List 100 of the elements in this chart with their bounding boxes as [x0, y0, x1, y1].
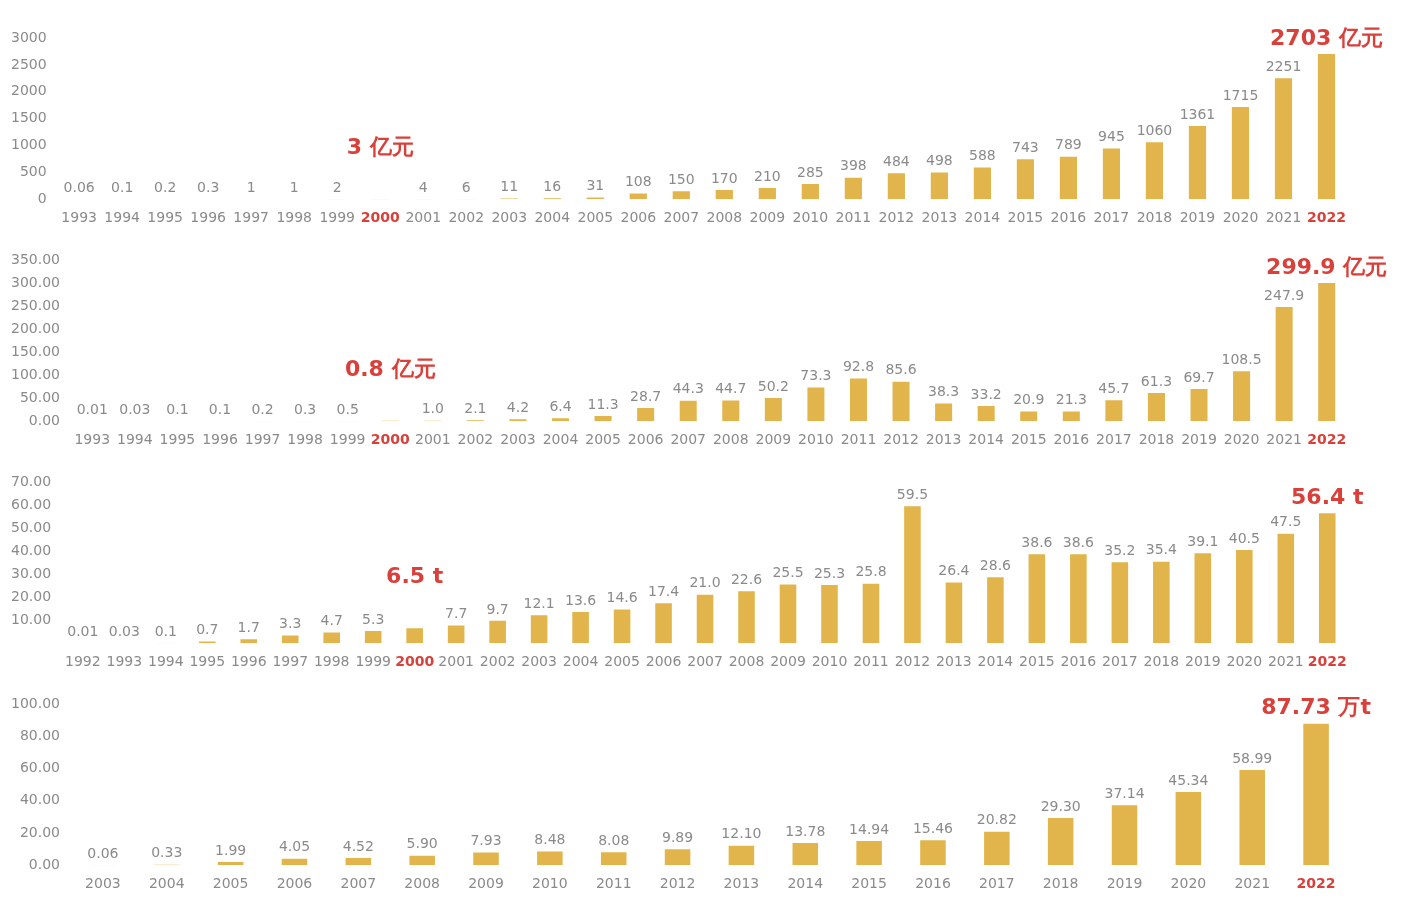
bar	[977, 405, 995, 422]
bar	[1275, 307, 1293, 422]
data-label: 25.8	[855, 563, 887, 580]
bar	[1317, 53, 1336, 200]
y-tick-label: 40.00	[19, 791, 60, 808]
x-tick-label: 2001	[405, 209, 442, 226]
x-tick-label: 2014	[787, 875, 824, 892]
x-tick-label: 2016	[915, 875, 951, 892]
data-label: 11.3	[587, 395, 619, 412]
data-label: 9.7	[486, 600, 509, 617]
data-label: 1	[289, 178, 299, 195]
x-tick-label: 2003	[500, 431, 536, 448]
bar	[613, 609, 631, 644]
y-tick-label: 350.00	[10, 250, 60, 267]
x-tick-label: 2021	[1265, 209, 1302, 226]
x-tick-label: 2007	[340, 875, 377, 892]
data-label: 44.3	[672, 380, 704, 397]
x-tick-label: 2019	[1185, 653, 1221, 670]
x-tick-label: 2021	[1266, 431, 1302, 448]
data-label: 33.2	[970, 385, 1002, 402]
bar	[849, 378, 867, 422]
bar	[1233, 371, 1251, 422]
bar	[801, 183, 819, 200]
data-label: 35.4	[1145, 541, 1178, 558]
bar	[904, 506, 921, 644]
x-tick-label: 1998	[313, 653, 350, 670]
x-tick-label: 2001	[414, 431, 451, 448]
bar	[892, 381, 910, 422]
x-tick-label: 2006	[645, 653, 682, 670]
bar	[1318, 513, 1336, 644]
x-tick-label: 2011	[595, 875, 632, 892]
bar	[779, 584, 797, 644]
data-label: 59.5	[896, 485, 929, 502]
y-tick-label: 80.00	[19, 726, 60, 743]
data-label: 12.1	[523, 594, 555, 611]
x-tick-label: 1999	[355, 653, 392, 670]
bar	[364, 631, 382, 644]
data-label: 247.9	[1264, 286, 1305, 303]
bar	[281, 858, 308, 866]
y-tick-label: 3000	[10, 28, 47, 45]
x-tick-label: 1998	[276, 209, 313, 226]
bar	[764, 398, 782, 422]
bar	[1190, 389, 1208, 422]
x-tick-label: 2002	[479, 653, 516, 670]
y-tick-label: 100.00	[10, 694, 60, 711]
data-label: 4.2	[506, 398, 530, 415]
data-label: 0.3	[197, 178, 220, 195]
bar	[1059, 156, 1078, 200]
data-label: 5.90	[406, 835, 438, 852]
bar	[1188, 126, 1207, 200]
bar	[1145, 142, 1164, 200]
data-label: 47.5	[1270, 513, 1302, 530]
x-tick-label: 2006	[276, 875, 313, 892]
data-label: 1	[246, 178, 256, 195]
x-tick-label: 2006	[620, 209, 657, 226]
data-label: 789	[1055, 136, 1082, 153]
data-label: 6	[461, 178, 471, 195]
data-label: 37.14	[1104, 784, 1145, 801]
bar	[629, 193, 647, 200]
x-tick-label: 2015	[1019, 653, 1055, 670]
x-tick-label: 2003	[491, 209, 528, 226]
data-label: 743	[1012, 138, 1039, 155]
y-tick-label: 1000	[10, 136, 47, 153]
data-label: 5.3	[362, 610, 385, 627]
y-tick-label: 2000	[10, 82, 47, 99]
data-label: 1060	[1136, 121, 1173, 138]
data-label: 398	[839, 157, 867, 174]
x-tick-label: 2009	[749, 209, 786, 226]
data-label: 13.78	[785, 822, 826, 839]
x-tick-label: 2016	[1060, 653, 1097, 670]
annotation: 3 亿元	[346, 133, 414, 159]
data-label: 588	[969, 147, 996, 164]
y-tick-label: 0.00	[28, 855, 60, 872]
data-label: 28.6	[979, 556, 1012, 573]
bar	[655, 603, 672, 644]
bar	[1028, 554, 1046, 644]
x-tick-label: 2003	[85, 875, 121, 892]
y-tick-label: 50.00	[19, 388, 60, 405]
bar	[1239, 770, 1265, 866]
data-label: 21.0	[689, 574, 721, 591]
bar	[473, 852, 499, 866]
data-label: 61.3	[1140, 372, 1173, 389]
data-label: 0.06	[63, 178, 95, 195]
x-tick-label: 2000	[395, 653, 435, 670]
data-label: 38.3	[928, 383, 960, 400]
data-label: 7.93	[470, 832, 502, 849]
bar	[594, 416, 612, 422]
bar	[406, 628, 423, 644]
bar	[722, 400, 740, 422]
bar	[679, 400, 697, 422]
data-label: 0.1	[166, 400, 189, 417]
y-tick-label: 1500	[10, 109, 47, 126]
data-label: 11	[500, 178, 519, 195]
data-label: 14.94	[849, 820, 890, 837]
data-label: 4.05	[278, 838, 311, 855]
data-label: 4	[418, 178, 428, 195]
x-tick-label: 2010	[811, 653, 848, 670]
bar	[987, 577, 1004, 644]
data-label: 73.3	[800, 367, 832, 384]
data-label: 39.1	[1187, 532, 1219, 549]
